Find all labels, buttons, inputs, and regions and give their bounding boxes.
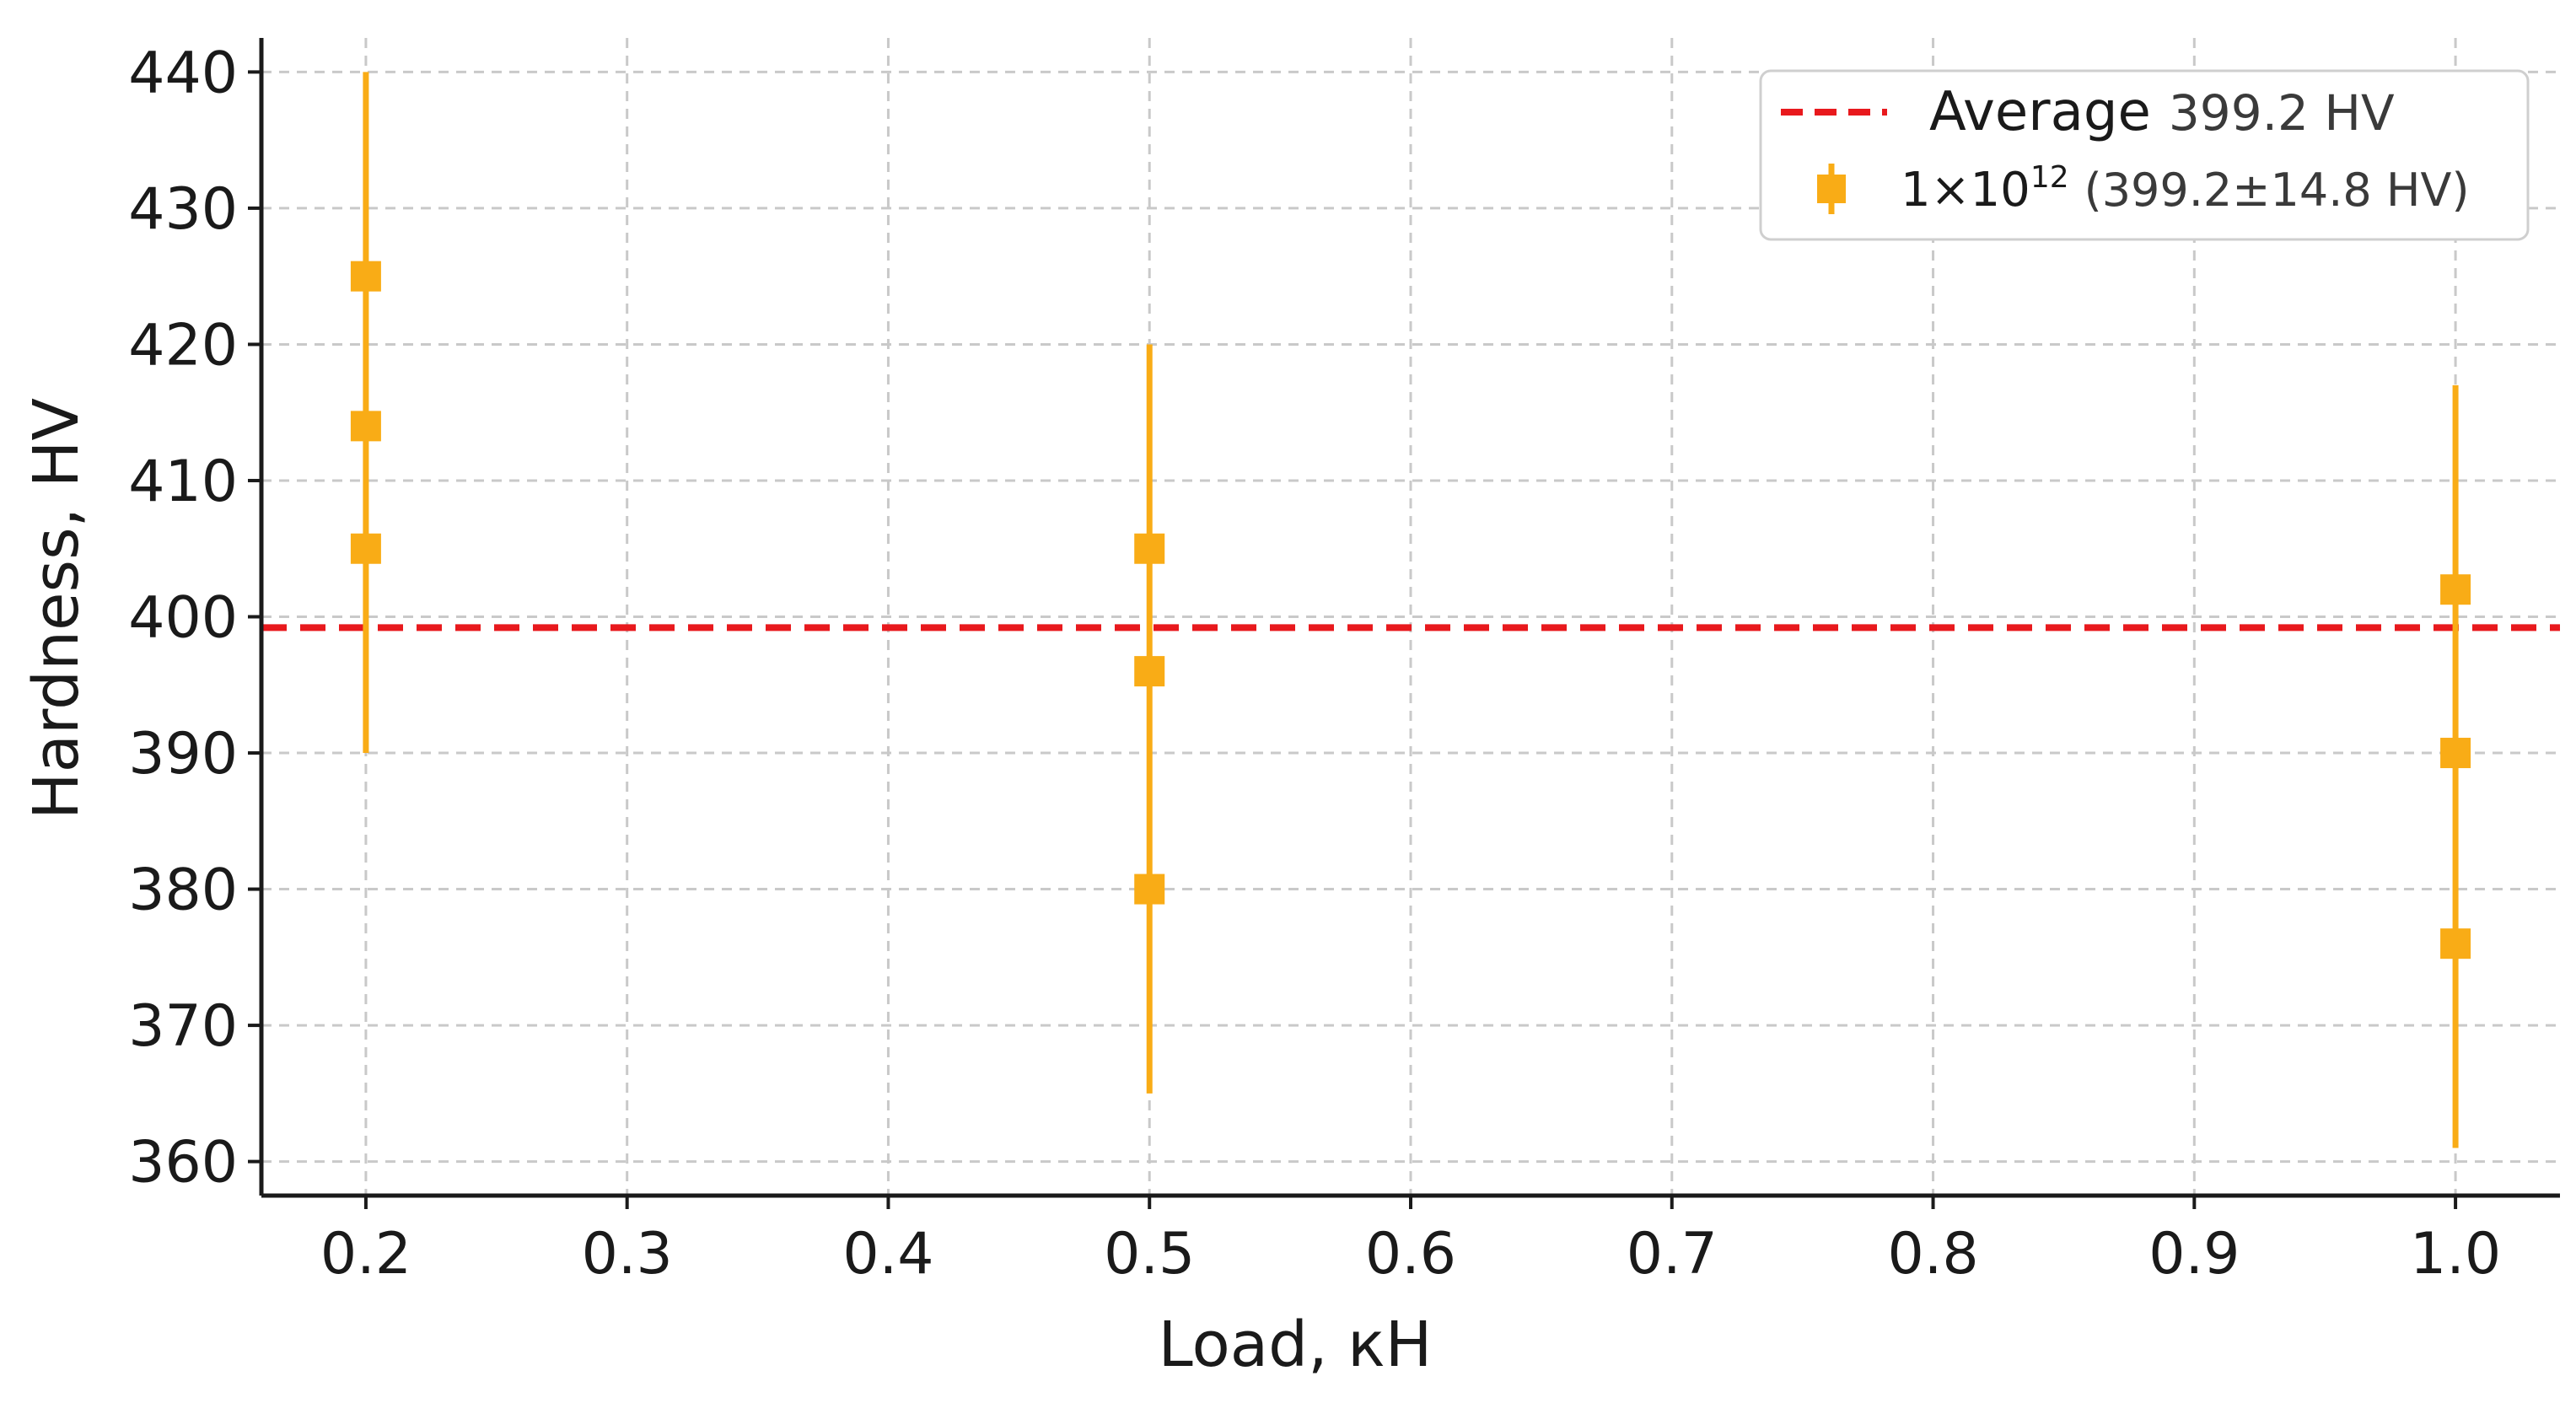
- legend-average-label: Average: [1929, 81, 2151, 143]
- legend-series-suffix: (399.2±14.8 HV): [2084, 164, 2470, 217]
- x-tick-label: 0.5: [1104, 1221, 1195, 1287]
- x-axis-label: Load, кН: [1159, 1309, 1433, 1381]
- legend-average-entry: Average 399.2 HV: [1929, 81, 2395, 143]
- legend-series-entry: 1×1012 (399.2±14.8 HV): [1901, 160, 2470, 218]
- data-point-marker: [350, 411, 381, 442]
- y-tick-label: 430: [128, 176, 238, 243]
- data-point-marker: [2440, 738, 2471, 769]
- y-tick-label: 440: [128, 40, 238, 106]
- x-tick-label: 0.6: [1365, 1221, 1456, 1287]
- axes: [248, 38, 2560, 1209]
- x-tick-label: 0.2: [320, 1221, 411, 1287]
- y-tick-label: 420: [128, 312, 238, 379]
- data-point-marker: [350, 261, 381, 292]
- data-point-marker: [2440, 574, 2471, 605]
- y-axis-label: Hardness, HV: [20, 398, 93, 820]
- y-tick-label: 360: [128, 1130, 238, 1196]
- y-tick-label: 380: [128, 857, 238, 924]
- legend-series-swatch: [1817, 164, 1846, 214]
- legend-frame: [1759, 69, 2530, 241]
- y-tick-label: 390: [128, 721, 238, 788]
- y-tick-label: 370: [128, 993, 238, 1060]
- x-tick-label: 1.0: [2410, 1221, 2501, 1287]
- y-tick-label: 410: [128, 449, 238, 515]
- legend: Average 399.2 HV 1×1012 (399.2±14.8 HV): [1759, 69, 2530, 241]
- x-tick-label: 0.7: [1627, 1221, 1718, 1287]
- x-tick-labels: 0.2 0.3 0.4 0.5 0.6 0.7 0.8 0.9 1.0: [320, 1221, 2501, 1287]
- legend-series-base: 1×10: [1901, 163, 2030, 218]
- data-markers: [350, 261, 2471, 960]
- x-tick-label: 0.9: [2148, 1221, 2240, 1287]
- legend-series-exponent: 12: [2030, 160, 2069, 195]
- x-tick-label: 0.3: [582, 1221, 673, 1287]
- y-tick-labels: 360 370 380 390 400 410 420 430 440: [128, 40, 238, 1196]
- x-tick-label: 0.4: [842, 1221, 933, 1287]
- legend-average-value: 399.2 HV: [2169, 84, 2395, 142]
- y-tick-label: 400: [128, 585, 238, 652]
- data-point-marker: [1134, 656, 1165, 687]
- data-point-marker: [1134, 533, 1165, 564]
- data-point-marker: [350, 533, 381, 564]
- data-point-marker: [1134, 874, 1165, 905]
- x-tick-label: 0.8: [1887, 1221, 1978, 1287]
- data-point-marker: [2440, 928, 2471, 960]
